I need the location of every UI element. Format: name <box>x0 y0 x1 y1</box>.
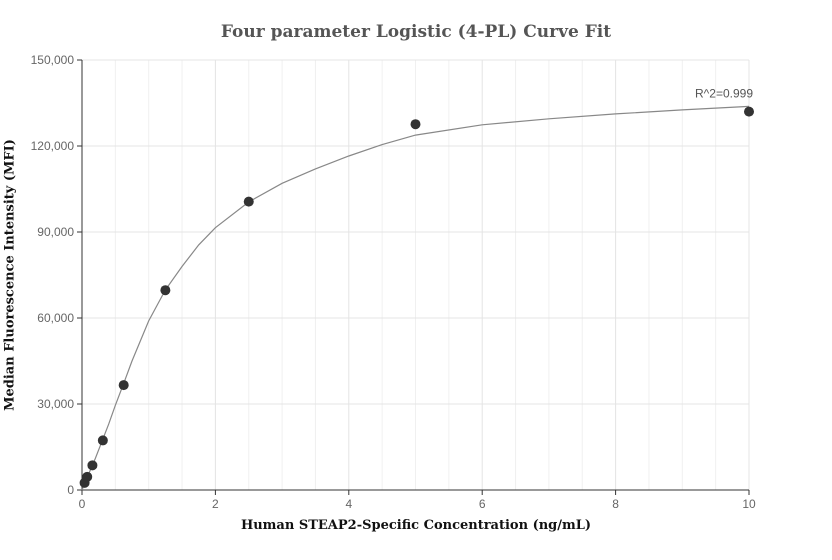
y-tick-label: 150,000 <box>31 53 75 67</box>
x-tick-label: 4 <box>345 497 352 511</box>
data-point <box>744 106 754 117</box>
data-point <box>160 285 171 296</box>
y-tick-label: 30,000 <box>37 397 74 411</box>
x-tick-label: 10 <box>742 497 756 511</box>
fit-curve <box>81 105 750 491</box>
data-point <box>87 460 98 471</box>
x-tick-label: 6 <box>479 497 486 511</box>
x-tick-label: 0 <box>79 497 86 511</box>
y-tick-label: 60,000 <box>37 311 74 325</box>
data-point <box>97 435 108 446</box>
x-tick-label: 2 <box>212 497 219 511</box>
data-point <box>410 119 421 130</box>
y-tick-label: 90,000 <box>37 225 74 239</box>
y-tick-label: 0 <box>67 483 74 497</box>
x-tick-label: 8 <box>612 497 619 511</box>
y-tick-label: 120,000 <box>31 139 75 153</box>
data-point <box>243 196 254 207</box>
x-axis-label: Human STEAP2-Specific Concentration (ng/… <box>240 518 592 533</box>
data-point <box>82 471 93 482</box>
data-point <box>118 380 129 391</box>
chart-title: Four parameter Logistic (4-PL) Curve Fit <box>220 22 612 42</box>
r-squared-annotation: R^2=0.999 <box>695 86 753 100</box>
